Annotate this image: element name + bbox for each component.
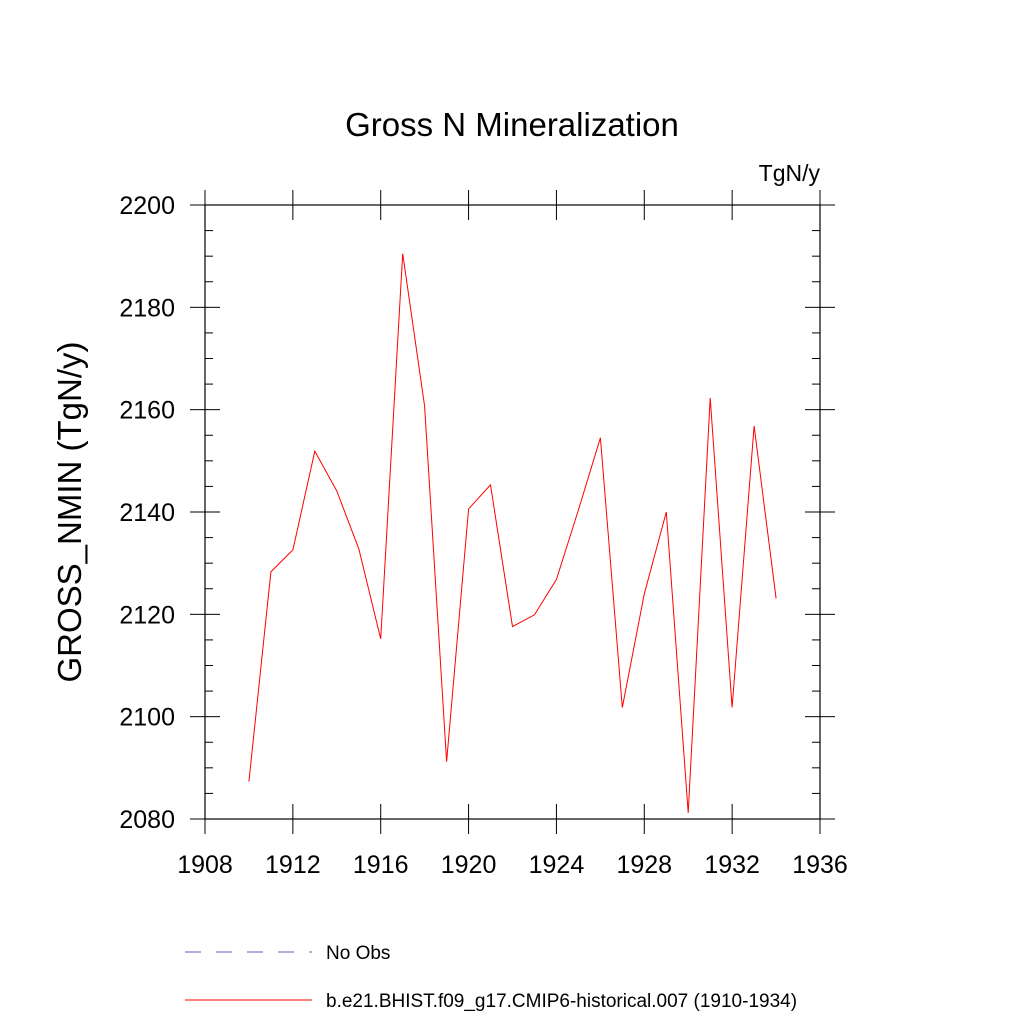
series-lines [248,253,777,813]
legend-label: No Obs [326,943,390,964]
x-tick-label: 1920 [441,851,497,879]
y-tick-label: 2120 [119,601,175,629]
x-tick-label: 1932 [704,851,760,879]
x-tick-label: 1928 [616,851,672,879]
x-tick-label: 1916 [353,851,409,879]
axis-ticks [190,190,835,834]
y-tick-label: 2100 [119,704,175,732]
y-tick-label: 2180 [119,294,175,322]
legend: No Obs b.e21.BHIST.f09_g17.CMIP6-historic… [185,943,797,1012]
y-tick-label: 2200 [119,192,175,220]
chart-title: Gross N Mineralization [345,106,679,143]
x-tick-label: 1924 [529,851,585,879]
y-axis-label: GROSS_NMIN (TgN/y) [51,341,88,682]
x-tick-label: 1908 [177,851,233,879]
series-line [248,253,777,813]
y-tick-label: 2160 [119,397,175,425]
y-tick-label: 2140 [119,499,175,527]
tick-labels: 1908 1912 1916 1920 1924 1928 1932 1936 2080 2100… [119,192,847,879]
x-tick-label: 1936 [792,851,848,879]
x-tick-label: 1912 [265,851,321,879]
legend-label: b.e21.BHIST.f09_g17.CMIP6-historical.007… [326,991,797,1012]
plot-frame [204,204,821,820]
units-label: TgN/y [759,160,821,186]
y-tick-label: 2080 [119,806,175,834]
